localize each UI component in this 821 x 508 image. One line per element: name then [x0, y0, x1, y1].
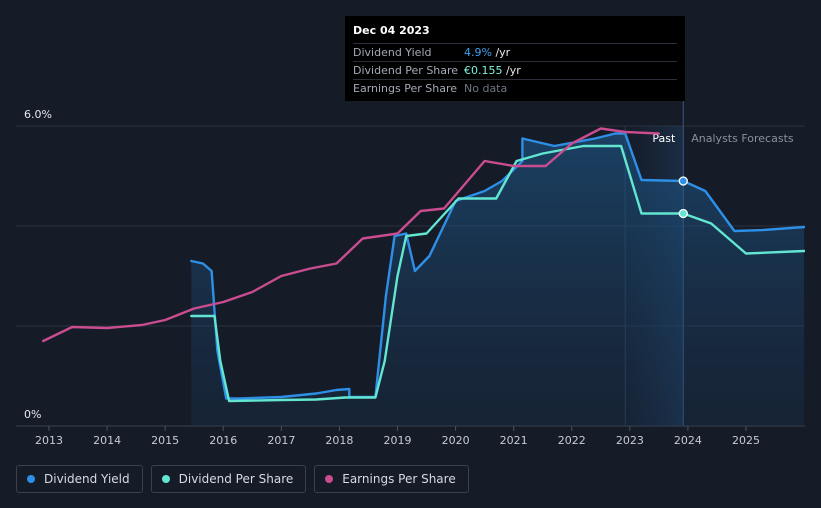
x-tick-label: 2022	[558, 434, 586, 447]
tooltip: Dec 04 2023 Dividend Yield 4.9% /yr Divi…	[345, 16, 685, 101]
x-tick-label: 2013	[35, 434, 63, 447]
x-tick-label: 2020	[442, 434, 470, 447]
x-tick-label: 2014	[93, 434, 121, 447]
tooltip-unit: /yr	[491, 46, 511, 59]
tooltip-label: Dividend Per Share	[353, 64, 459, 77]
legend-dot-icon	[325, 475, 334, 483]
x-tick-label: 2025	[732, 434, 760, 447]
tooltip-label: Earnings Per Share	[353, 82, 458, 95]
x-tick-label: 2015	[151, 434, 179, 447]
x-tick-label: 2023	[616, 434, 644, 447]
legend-item-dividend-yield[interactable]: Dividend Yield	[16, 465, 143, 493]
tooltip-value: €0.155	[464, 64, 503, 77]
y-tick-label: 6.0%	[24, 108, 52, 121]
legend-dot-icon	[27, 475, 35, 483]
tooltip-value: 4.9%	[464, 46, 492, 59]
x-tick-label: 2016	[209, 434, 237, 447]
tooltip-date: Dec 04 2023	[353, 24, 430, 37]
series-line-dividend-per-share	[190, 144, 805, 403]
legend-label: Earnings Per Share	[342, 472, 456, 486]
tooltip-label: Dividend Yield	[353, 46, 432, 59]
past-label: Past	[652, 132, 676, 145]
x-tick-label: 2017	[267, 434, 295, 447]
tooltip-row-dividend-per-share: Dividend Per Share €0.155 /yr	[353, 61, 677, 79]
tooltip-row-dividend-yield: Dividend Yield 4.9% /yr	[353, 43, 677, 61]
legend-label: Dividend Per Share	[178, 472, 294, 486]
x-tick-label: 2024	[674, 434, 702, 447]
legend-item-dividend-per-share[interactable]: Dividend Per Share	[150, 465, 307, 493]
tooltip-row-earnings-per-share: Earnings Per Share No data	[353, 79, 677, 97]
forecast-label: Analysts Forecasts	[691, 132, 794, 145]
marker-dividend-per-share	[678, 208, 688, 219]
y-tick-label: 0%	[24, 408, 41, 421]
marker-dividend-yield	[678, 176, 688, 186]
tooltip-unit: /yr	[502, 64, 521, 77]
legend: Dividend Yield Dividend Per Share Earnin…	[16, 465, 469, 493]
tooltip-value: No data	[464, 82, 508, 95]
x-tick-label: 2018	[325, 434, 353, 447]
x-tick-label: 2019	[384, 434, 412, 447]
series-line-earnings-per-share	[42, 127, 661, 343]
legend-item-earnings-per-share[interactable]: Earnings Per Share	[314, 465, 469, 493]
series-area-dividend-yield	[191, 133, 805, 426]
legend-dot-icon	[161, 475, 170, 483]
x-tick-label: 2021	[500, 434, 528, 447]
legend-label: Dividend Yield	[44, 472, 130, 486]
series-line-dividend-yield	[190, 132, 805, 400]
